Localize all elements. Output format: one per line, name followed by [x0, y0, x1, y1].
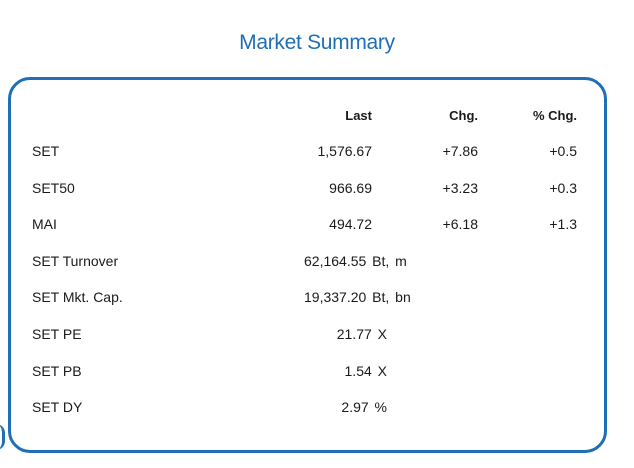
market-summary-panel	[8, 77, 607, 453]
column-header-last: Last	[345, 108, 372, 123]
row-label: SET Turnover	[32, 253, 119, 269]
row-pct-chg: +0.5	[549, 143, 577, 159]
row-pct-chg: +1.3	[549, 216, 577, 232]
row-label: SET	[32, 143, 60, 159]
row-value: 19,337.20 Bt, bn	[304, 289, 411, 305]
row-label: MAI	[32, 216, 57, 232]
row-label: SET50	[32, 180, 75, 196]
column-header-pct-chg: % Chg.	[532, 108, 577, 123]
table-row-set-pb: SET PB 1.54 X	[0, 363, 634, 383]
row-label: SET PE	[32, 326, 82, 342]
row-value: 62,164.55 Bt, m	[304, 253, 407, 269]
row-chg: +7.86	[442, 143, 478, 159]
table-row-set-dy: SET DY 2.97 %	[0, 399, 634, 419]
row-value: 1.54 X	[344, 363, 387, 379]
row-label: SET DY	[32, 399, 83, 415]
left-edge-decoration	[0, 424, 5, 450]
row-last: 494.72	[329, 216, 372, 232]
table-row-set-pe: SET PE 21.77 X	[0, 326, 634, 346]
page-title: Market Summary	[239, 31, 395, 54]
row-chg: +6.18	[442, 216, 478, 232]
column-header-chg: Chg.	[449, 108, 478, 123]
row-label: SET Mkt. Cap.	[32, 289, 123, 305]
row-last: 966.69	[329, 180, 372, 196]
row-chg: +3.23	[442, 180, 478, 196]
row-pct-chg: +0.3	[549, 180, 577, 196]
row-value: 21.77 X	[336, 326, 387, 342]
table-row-set: SET 1,576.67 +7.86 +0.5	[0, 143, 634, 163]
table-row-set50: SET50 966.69 +3.23 +0.3	[0, 180, 634, 200]
table-row-set-turnover: SET Turnover 62,164.55 Bt, m	[0, 253, 634, 273]
row-label: SET PB	[32, 363, 82, 379]
row-value: 2.97 %	[341, 399, 387, 415]
table-row-set-mkt-cap: SET Mkt. Cap. 19,337.20 Bt, bn	[0, 289, 634, 309]
row-last: 1,576.67	[317, 143, 373, 159]
table-row-mai: MAI 494.72 +6.18 +1.3	[0, 216, 634, 236]
